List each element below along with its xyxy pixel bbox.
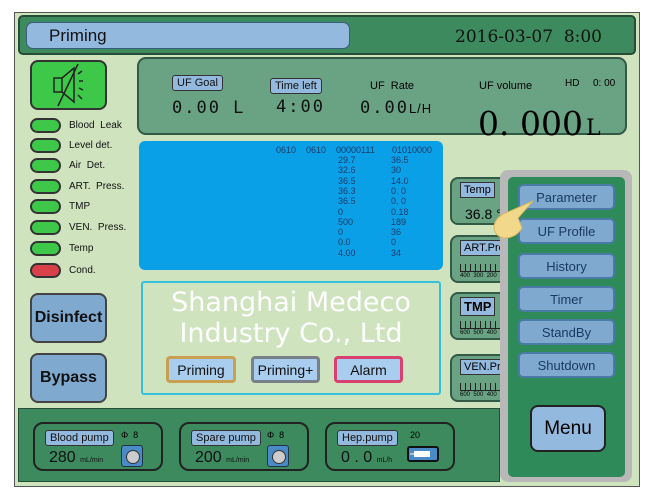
menu-item-uf-profile[interactable]: UF Profile	[518, 218, 615, 244]
gauge-scale	[460, 264, 508, 272]
debug-value: 36	[391, 227, 402, 238]
priming-button[interactable]: Priming	[166, 356, 236, 383]
menu-button[interactable]: Menu	[530, 405, 606, 452]
indicator-label: Air Det.	[69, 160, 106, 171]
hand-pointer-icon	[493, 200, 534, 239]
uf-volume-value: 0. 000	[478, 104, 583, 143]
pump-rotor-icon[interactable]	[267, 445, 289, 467]
menu-item-shutdown[interactable]: Shutdown	[518, 352, 615, 378]
indicator-label: ART. Press.	[69, 181, 125, 192]
gauge-scale	[460, 383, 508, 391]
indicator-led	[30, 118, 61, 133]
debug-value: 4.00	[338, 247, 356, 258]
debug-value: 32.6	[338, 165, 356, 176]
mode-time: 0: 00	[593, 78, 616, 89]
uf-goal-value: 0.00 L	[172, 98, 246, 118]
uf-goal-label[interactable]: UF Goal	[172, 75, 223, 91]
indicator-led	[30, 138, 61, 153]
debug-value: 0. 0	[391, 196, 407, 207]
disinfect-button[interactable]: Disinfect	[30, 293, 107, 343]
pump-panel: Hep.pump 20 0 . 0 mL/h	[325, 422, 455, 471]
uf-rate-label: UF Rate	[370, 80, 415, 92]
syringe-icon[interactable]	[407, 446, 439, 462]
menu-item-timer[interactable]: Timer	[518, 286, 615, 312]
pump-size: Φ 8	[267, 430, 285, 440]
pump-rate: 200	[195, 449, 222, 466]
debug-value: 36.3	[338, 185, 356, 196]
alarm-button[interactable]: Alarm	[334, 356, 403, 383]
indicator-led	[30, 199, 61, 214]
pump-label[interactable]: Hep.pump	[337, 430, 398, 446]
temp-value: 36.8 °	[465, 206, 502, 222]
datetime: 2016-03-07 8:00	[455, 27, 602, 47]
mute-alarm-button[interactable]	[30, 60, 107, 110]
debug-value: 0	[338, 206, 344, 217]
gauge-scale	[460, 321, 508, 329]
debug-value: 0.0	[338, 237, 351, 248]
pump-panel: Blood pump Φ 8 280 mL/min	[33, 422, 163, 471]
treatment-mode: HD	[565, 78, 580, 89]
uf-rate-unit: L/H	[408, 101, 433, 116]
debug-value: 189	[391, 216, 407, 227]
indicator-label: Level det.	[69, 140, 113, 151]
debug-value: 500	[338, 216, 354, 227]
debug-value: 14.0	[391, 175, 409, 186]
indicator-label: VEN. Press.	[69, 222, 127, 233]
debug-value: 36.5	[338, 175, 356, 186]
indicator-label: TMP	[69, 201, 91, 212]
uf-volume-unit: L	[585, 116, 601, 141]
pump-size: 20	[410, 430, 421, 440]
debug-value: 29.7	[338, 155, 356, 165]
page-title: Priming	[26, 22, 350, 49]
priming-plus-button[interactable]: Priming+	[251, 356, 320, 383]
debug-value: 0	[391, 237, 397, 248]
debug-value: 0	[338, 227, 344, 238]
indicator-label: Temp	[69, 243, 94, 254]
debug-value: 36.5	[391, 155, 409, 165]
indicator-led	[30, 241, 61, 256]
debug-value: 36.5	[338, 196, 356, 207]
debug-header: 00000111	[336, 145, 375, 155]
bypass-button[interactable]: Bypass	[30, 353, 107, 403]
pump-rotor-icon[interactable]	[121, 445, 143, 467]
time-left-label[interactable]: Time left	[270, 78, 322, 94]
status-panel	[137, 57, 627, 135]
indicator-led	[30, 179, 61, 194]
debug-value: 30	[391, 165, 402, 176]
pump-unit: mL/min	[226, 457, 250, 464]
debug-header: 01010000	[392, 145, 433, 155]
watermark: Shanghai Medeco Industry Co., Ltd	[171, 287, 411, 349]
indicator-led	[30, 263, 61, 278]
pump-label[interactable]: Spare pump	[191, 430, 261, 446]
pump-unit: mL/h	[376, 457, 393, 464]
debug-value: 34	[391, 247, 402, 258]
message-area	[141, 281, 441, 395]
pump-rate: 280	[49, 449, 76, 466]
indicator-led	[30, 220, 61, 235]
pump-panel: Spare pump Φ 8 200 mL/min	[179, 422, 309, 471]
debug-data-panel	[139, 141, 443, 270]
uf-rate-value: 0.00	[360, 98, 409, 118]
time-left-value: 4:00	[276, 97, 325, 117]
indicator-label: Blood Leak	[69, 120, 122, 131]
menu-item-parameter[interactable]: Parameter	[518, 184, 615, 210]
pump-unit: mL/min	[80, 457, 104, 464]
debug-value: 0.18	[391, 206, 409, 217]
pump-size: Φ 8	[121, 430, 139, 440]
uf-volume-label: UF volume	[479, 80, 533, 92]
speaker-muted-icon	[53, 63, 84, 107]
pump-label[interactable]: Blood pump	[45, 430, 114, 446]
indicator-led	[30, 158, 61, 173]
menu-item-history[interactable]: History	[518, 253, 615, 279]
indicator-label: Cond.	[69, 265, 96, 276]
pump-rate: 0 . 0	[341, 449, 373, 466]
debug-value: 0. 0	[391, 185, 407, 196]
debug-header: 0610	[276, 145, 297, 155]
menu-item-standby[interactable]: StandBy	[518, 319, 615, 345]
debug-header: 0610	[306, 145, 327, 155]
